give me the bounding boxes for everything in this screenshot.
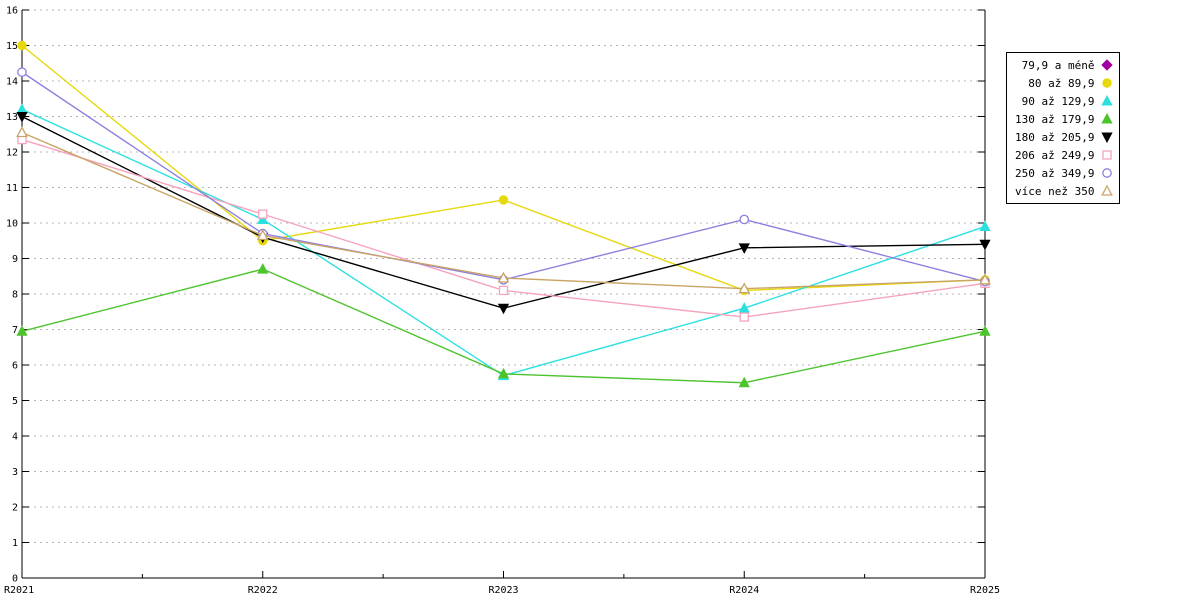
y-tick-label: 5 <box>12 396 18 407</box>
y-tick-label: 4 <box>12 432 18 443</box>
x-tick-label: R2022 <box>248 585 278 596</box>
diamond-marker-icon <box>1101 59 1114 71</box>
legend-item-4: 130 až 179,9 <box>1015 110 1114 128</box>
legend-item-label: 79,9 a méně <box>1021 58 1095 72</box>
y-tick-label: 1 <box>12 538 18 549</box>
legend-item-8: více než 350 <box>1015 182 1114 200</box>
x-tick-label: R2023 <box>488 585 518 596</box>
legend-item-1: 79,9 a méně <box>1015 56 1114 74</box>
legend-item-2: 80 až 89,9 <box>1015 74 1114 92</box>
legend-item-7: 250 až 349,9 <box>1015 164 1114 182</box>
y-tick-label: 7 <box>12 325 18 336</box>
legend-item-label: 206 až 249,9 <box>1015 148 1095 162</box>
y-tick-label: 11 <box>6 183 18 194</box>
y-tick-label: 3 <box>12 467 18 478</box>
x-axis-ticks: R2021 R2022 R2023 R2024 R2025 <box>4 571 1000 596</box>
triangle-marker-icon <box>1101 94 1114 106</box>
y-tick-label: 2 <box>12 503 18 514</box>
x-tick-label: R2025 <box>970 585 1000 596</box>
y-tick-label: 6 <box>12 361 18 372</box>
y-tick-label: 9 <box>12 254 18 265</box>
legend-item-label: 80 až 89,9 <box>1028 76 1095 90</box>
legend-item-3: 90 až 129,9 <box>1015 92 1114 110</box>
legend-item-label: 250 až 349,9 <box>1015 166 1095 180</box>
series-6 <box>17 134 990 322</box>
x-tick-label: R2021 <box>4 585 34 596</box>
series-8 <box>16 126 991 294</box>
y-tick-label: 10 <box>6 219 18 230</box>
triangle-marker-icon <box>1101 112 1114 124</box>
y-tick-label: 0 <box>12 574 18 585</box>
y-tick-label: 15 <box>6 41 18 52</box>
legend-item-6: 206 až 249,9 <box>1015 146 1114 164</box>
legend-item-5: 180 až 205,9 <box>1015 128 1114 146</box>
y-tick-label: 12 <box>6 148 18 159</box>
legend-item-label: 180 až 205,9 <box>1015 130 1095 144</box>
y-tick-label: 16 <box>6 6 18 17</box>
y-tick-label: 13 <box>6 112 18 123</box>
circle-marker-icon <box>1102 78 1113 88</box>
triangle-down-marker-icon <box>1101 132 1114 144</box>
legend-item-label: 130 až 179,9 <box>1015 112 1095 126</box>
y-tick-label: 14 <box>6 77 18 88</box>
legend-item-label: více než 350 <box>1015 184 1095 198</box>
series-7 <box>17 67 990 287</box>
square-marker-icon <box>1102 150 1113 160</box>
series-3 <box>16 103 991 381</box>
legend: 79,9 a méně 80 až 89,9 90 až 129,9 130 až 1… <box>1006 52 1121 204</box>
legend-item-label: 90 až 129,9 <box>1021 94 1095 108</box>
series-4 <box>16 263 991 388</box>
triangle-marker-icon <box>1101 184 1114 196</box>
y-tick-label: 8 <box>12 290 18 301</box>
series-2 <box>17 40 990 296</box>
x-tick-label: R2024 <box>729 585 759 596</box>
circle-marker-icon <box>1102 168 1113 178</box>
